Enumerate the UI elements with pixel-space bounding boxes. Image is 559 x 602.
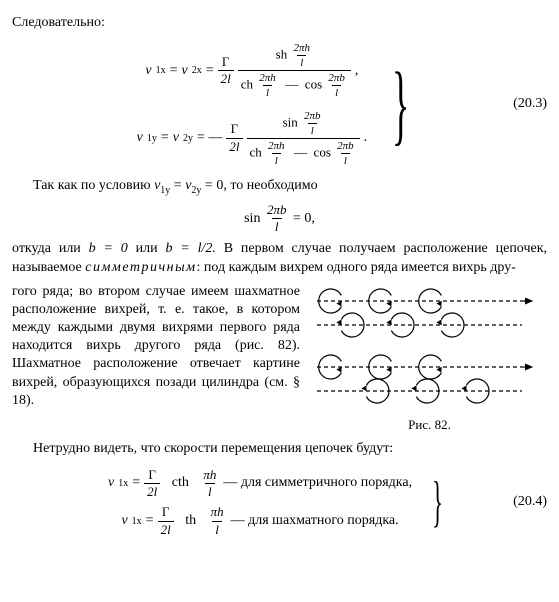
brace-icon: }	[392, 64, 409, 145]
eq-20-3-line1: v1x = v2x = Γ2l sh 2πhl ch 2πhl — cos 2π…	[145, 42, 358, 99]
brace-icon: }	[432, 477, 443, 527]
eq-20-4-line1: v1x = Γ2l cth πhl — для симметричного по…	[108, 468, 412, 500]
equation-20-3: v1x = v2x = Γ2l sh 2πhl ch 2πhl — cos 2π…	[12, 42, 547, 167]
figure-caption: Рис. 82.	[312, 417, 547, 434]
figure-82	[312, 283, 547, 413]
eq-number-20-4: (20.4)	[513, 493, 547, 511]
paragraph-2-col: гого ряда; во втором случае имеем шахмат…	[12, 283, 300, 410]
mid-paragraph: Так как по условию v1y = v2y = 0, то нео…	[12, 177, 547, 197]
sin-equation: sin 2πbl = 0,	[12, 203, 547, 235]
paragraph-2-lead: откуда или b = 0 или b = l/2. В первом с…	[12, 240, 547, 276]
eq-number-20-3: (20.3)	[513, 95, 547, 113]
intro-text: Следовательно:	[12, 14, 547, 32]
eq-20-3-line2: v1y = v2y = — Γ2l sin 2πbl ch 2πhl — cos…	[137, 110, 368, 167]
equation-20-4: v1x = Γ2l cth πhl — для симметричного по…	[12, 468, 547, 537]
eq-20-4-line2: v1x = Γ2l th πhl — для шахматного порядк…	[121, 505, 398, 537]
paragraph-3: Нетрудно видеть, что скорости перемещени…	[12, 440, 547, 458]
text-figure-wrap: гого ряда; во втором случае имеем шахмат…	[12, 283, 547, 434]
